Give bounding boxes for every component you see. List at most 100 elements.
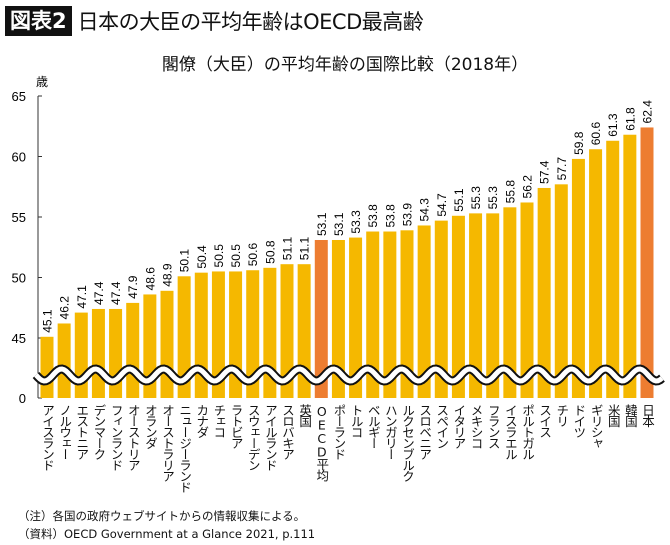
value-label: 50.5 bbox=[212, 244, 226, 268]
category-label: 韓国 bbox=[622, 404, 638, 426]
category-label: ポルトガル bbox=[520, 404, 535, 459]
value-label: 55.1 bbox=[452, 188, 466, 212]
value-label: 47.4 bbox=[92, 281, 106, 305]
bar bbox=[211, 271, 225, 398]
value-label: 60.6 bbox=[589, 122, 603, 146]
category-label: オーストリア bbox=[125, 404, 141, 470]
bar bbox=[177, 276, 191, 398]
bar bbox=[589, 149, 603, 398]
bar bbox=[537, 187, 551, 398]
bar bbox=[40, 336, 54, 398]
bar bbox=[366, 231, 380, 398]
value-label: 53.1 bbox=[332, 212, 346, 236]
bar bbox=[606, 140, 620, 398]
bar bbox=[469, 213, 483, 398]
value-label: 50.4 bbox=[195, 245, 209, 269]
value-label: 61.3 bbox=[606, 113, 620, 137]
category-label: チェコ bbox=[211, 404, 227, 437]
category-label: スロバキア bbox=[280, 404, 295, 459]
category-label: オランダ bbox=[142, 404, 158, 448]
value-label: 53.8 bbox=[383, 204, 397, 228]
bar bbox=[400, 230, 414, 398]
axis-break-fill bbox=[34, 366, 664, 384]
bar bbox=[383, 231, 397, 398]
y-tick-label: 55 bbox=[12, 210, 26, 225]
value-label: 57.4 bbox=[538, 160, 552, 184]
bar bbox=[297, 264, 311, 398]
value-label: 53.8 bbox=[366, 204, 380, 228]
category-label: 米国 bbox=[605, 404, 621, 426]
category-label: スイス bbox=[537, 404, 553, 437]
category-label: スペイン bbox=[434, 404, 450, 448]
category-label: 英国 bbox=[297, 404, 313, 426]
chart-title: 閣僚（大臣）の平均年齢の国際比較（2018年） bbox=[161, 55, 529, 75]
value-label: 48.9 bbox=[161, 263, 175, 287]
bar bbox=[486, 213, 500, 398]
category-label: 日本 bbox=[640, 404, 655, 426]
category-label: ハンガリー bbox=[382, 404, 398, 459]
bar bbox=[554, 184, 568, 398]
y-tick-label: 50 bbox=[12, 271, 26, 286]
category-label: ルクセンブルク bbox=[400, 404, 415, 481]
category-label: アイスランド bbox=[40, 404, 55, 470]
bar bbox=[640, 127, 654, 399]
bar bbox=[503, 207, 517, 398]
value-label: 59.8 bbox=[572, 131, 586, 155]
category-label: エストニア bbox=[74, 404, 90, 459]
category-label: カナダ bbox=[194, 404, 210, 437]
category-label: スウェーデン bbox=[245, 404, 261, 470]
category-label: フィンランド bbox=[108, 404, 124, 470]
value-label: 61.8 bbox=[623, 107, 637, 131]
value-label: 57.7 bbox=[555, 157, 569, 181]
bar bbox=[434, 220, 448, 398]
value-label: 55.3 bbox=[486, 186, 500, 210]
bar bbox=[57, 323, 71, 398]
category-label: トルコ bbox=[348, 404, 364, 437]
category-label: イタリア bbox=[451, 404, 467, 448]
value-label: 62.4 bbox=[641, 100, 655, 124]
value-label: 48.6 bbox=[143, 267, 157, 291]
bar bbox=[623, 134, 637, 398]
y-axis-unit: 歳 bbox=[36, 75, 48, 89]
category-label: OECD平均 bbox=[314, 404, 330, 480]
value-label: 50.1 bbox=[178, 249, 192, 273]
bar bbox=[246, 270, 260, 398]
value-label: 56.2 bbox=[521, 175, 535, 199]
value-label: 53.3 bbox=[349, 210, 363, 234]
headline: 日本の大臣の平均年齢はOECD最高齢 bbox=[77, 10, 424, 34]
value-label: 55.3 bbox=[469, 186, 483, 210]
value-label: 47.1 bbox=[75, 285, 89, 309]
bar bbox=[314, 239, 328, 398]
category-label: ドイツ bbox=[571, 404, 587, 437]
value-label: 53.1 bbox=[315, 212, 329, 236]
bar bbox=[280, 264, 294, 398]
bar bbox=[571, 158, 585, 398]
category-label: フランス bbox=[485, 404, 501, 448]
value-label: 55.8 bbox=[503, 180, 517, 204]
value-label: 51.1 bbox=[298, 237, 312, 261]
category-label: メキシコ bbox=[468, 404, 484, 448]
figure-badge: 図表2 bbox=[5, 6, 72, 36]
bar bbox=[349, 237, 363, 398]
y-tick-label: 0 bbox=[19, 391, 26, 406]
value-label: 54.7 bbox=[435, 193, 449, 217]
bar bbox=[331, 239, 345, 398]
category-label: ラトビア bbox=[228, 404, 244, 448]
category-label: ノルウェー bbox=[57, 404, 73, 459]
value-label: 54.3 bbox=[418, 198, 432, 222]
bar bbox=[91, 308, 105, 398]
value-label: 51.1 bbox=[281, 237, 295, 261]
value-label: 50.5 bbox=[229, 244, 243, 268]
y-tick-label: 65 bbox=[12, 89, 26, 104]
value-label: 50.6 bbox=[246, 243, 260, 267]
category-label: スロベニア bbox=[417, 404, 433, 459]
bar bbox=[520, 202, 534, 398]
category-label: オーストラリア bbox=[160, 404, 175, 481]
source: （資料）OECD Government at a Glance 2021, p.… bbox=[18, 527, 316, 541]
value-label: 47.9 bbox=[126, 275, 140, 299]
bar bbox=[126, 302, 140, 398]
y-tick-label: 45 bbox=[12, 331, 26, 346]
category-label: アイルランド bbox=[262, 404, 278, 470]
bar bbox=[451, 215, 465, 398]
